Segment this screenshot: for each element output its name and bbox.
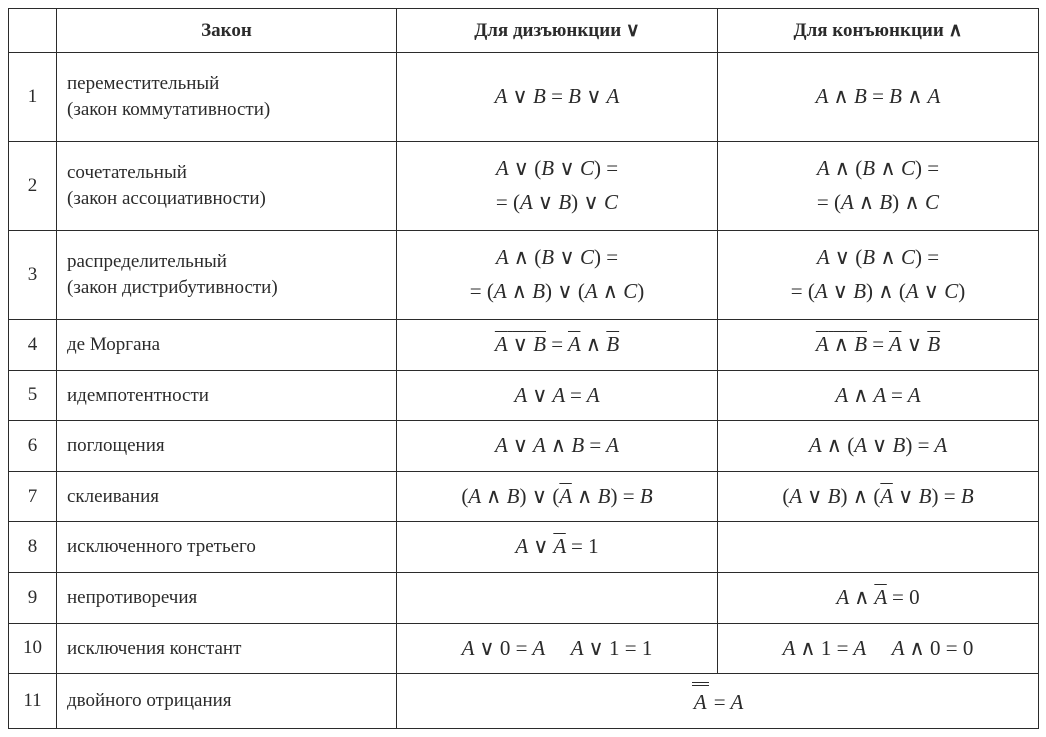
formula-conjunction: A ∨ (B ∧ C) = = (A ∨ B) ∧ (A ∨ C) bbox=[718, 231, 1039, 320]
law-name: де Моргана bbox=[57, 320, 397, 371]
formula-conjunction: A ∧ (A ∨ B) = A bbox=[718, 421, 1039, 472]
row-number: 3 bbox=[9, 231, 57, 320]
formula-disjunction: A ∨ A = 1 bbox=[397, 522, 718, 573]
law-name: переместительный (закон коммутативности) bbox=[57, 53, 397, 142]
law-name-line: (закон ассоциативности) bbox=[67, 188, 266, 209]
law-name: исключения констант bbox=[57, 623, 397, 674]
row-number: 5 bbox=[9, 370, 57, 421]
formula-disjunction: A ∨ A = A bbox=[397, 370, 718, 421]
formula-merged: A = A bbox=[397, 674, 1039, 729]
row-number: 10 bbox=[9, 623, 57, 674]
formula-disjunction bbox=[397, 572, 718, 623]
table-row: 7 склеивания (A ∧ B) ∨ (A ∧ B) = B (A ∨ … bbox=[9, 471, 1039, 522]
formula-disjunction: A ∨ B = A ∧ B bbox=[397, 320, 718, 371]
table-row: 8 исключенного третьего A ∨ A = 1 bbox=[9, 522, 1039, 573]
row-number: 8 bbox=[9, 522, 57, 573]
row-number: 4 bbox=[9, 320, 57, 371]
table-row: 1 переместительный (закон коммутативност… bbox=[9, 53, 1039, 142]
formula-conjunction: A ∧ B = A ∨ B bbox=[718, 320, 1039, 371]
table-header: Закон Для дизъюнкции ∨ Для конъюнкции ∧ bbox=[9, 9, 1039, 53]
formula-conjunction: A ∧ B = B ∧ A bbox=[718, 53, 1039, 142]
row-number: 1 bbox=[9, 53, 57, 142]
formula-conjunction: A ∧ A = A bbox=[718, 370, 1039, 421]
header-conjunction: Для конъюнкции ∧ bbox=[718, 9, 1039, 53]
row-number: 11 bbox=[9, 674, 57, 729]
table-row: 11 двойного отрицания A = A bbox=[9, 674, 1039, 729]
table-row: 5 идемпотентности A ∨ A = A A ∧ A = A bbox=[9, 370, 1039, 421]
law-name-line: (закон коммутативности) bbox=[67, 99, 270, 120]
table-row: 4 де Моргана A ∨ B = A ∧ B A ∧ B = A ∨ B bbox=[9, 320, 1039, 371]
formula-conjunction bbox=[718, 522, 1039, 573]
law-name-line: распределительный bbox=[67, 251, 227, 272]
law-name-line: переместительный bbox=[67, 73, 219, 94]
row-number: 7 bbox=[9, 471, 57, 522]
formula-disjunction: A ∨ (B ∨ C) = = (A ∨ B) ∨ C bbox=[397, 142, 718, 231]
law-name: поглощения bbox=[57, 421, 397, 472]
table-row: 3 распределительный (закон дистрибутивно… bbox=[9, 231, 1039, 320]
formula-conjunction: A ∧ 1 = A A ∧ 0 = 0 bbox=[718, 623, 1039, 674]
formula-disjunction: A ∨ 0 = A A ∨ 1 = 1 bbox=[397, 623, 718, 674]
law-name: исключенного третьего bbox=[57, 522, 397, 573]
header-number bbox=[9, 9, 57, 53]
formula-disjunction: A ∨ B = B ∨ A bbox=[397, 53, 718, 142]
law-name: сочетательный (закон ассоциативности) bbox=[57, 142, 397, 231]
header-law: Закон bbox=[57, 9, 397, 53]
header-disjunction: Для дизъюнкции ∨ bbox=[397, 9, 718, 53]
formula-disjunction: A ∨ A ∧ B = A bbox=[397, 421, 718, 472]
row-number: 6 bbox=[9, 421, 57, 472]
formula-conjunction: A ∧ A = 0 bbox=[718, 572, 1039, 623]
table-row: 2 сочетательный (закон ассоциативности) … bbox=[9, 142, 1039, 231]
row-number: 2 bbox=[9, 142, 57, 231]
law-name: распределительный (закон дистрибутивност… bbox=[57, 231, 397, 320]
formula-disjunction: (A ∧ B) ∨ (A ∧ B) = B bbox=[397, 471, 718, 522]
law-name: непротиворечия bbox=[57, 572, 397, 623]
row-number: 9 bbox=[9, 572, 57, 623]
formula-conjunction: A ∧ (B ∧ C) = = (A ∧ B) ∧ C bbox=[718, 142, 1039, 231]
formula-conjunction: (A ∨ B) ∧ (A ∨ B) = B bbox=[718, 471, 1039, 522]
law-name: двойного отрицания bbox=[57, 674, 397, 729]
table-row: 6 поглощения A ∨ A ∧ B = A A ∧ (A ∨ B) =… bbox=[9, 421, 1039, 472]
law-name: склеивания bbox=[57, 471, 397, 522]
law-name-line: (закон дистрибутивности) bbox=[67, 277, 278, 298]
table-row: 9 непротиворечия A ∧ A = 0 bbox=[9, 572, 1039, 623]
law-name: идемпотентности bbox=[57, 370, 397, 421]
boolean-laws-table: Закон Для дизъюнкции ∨ Для конъюнкции ∧ … bbox=[8, 8, 1039, 729]
law-name-line: сочетательный bbox=[67, 162, 187, 183]
formula-disjunction: A ∧ (B ∨ C) = = (A ∧ B) ∨ (A ∧ C) bbox=[397, 231, 718, 320]
table-row: 10 исключения констант A ∨ 0 = A A ∨ 1 =… bbox=[9, 623, 1039, 674]
